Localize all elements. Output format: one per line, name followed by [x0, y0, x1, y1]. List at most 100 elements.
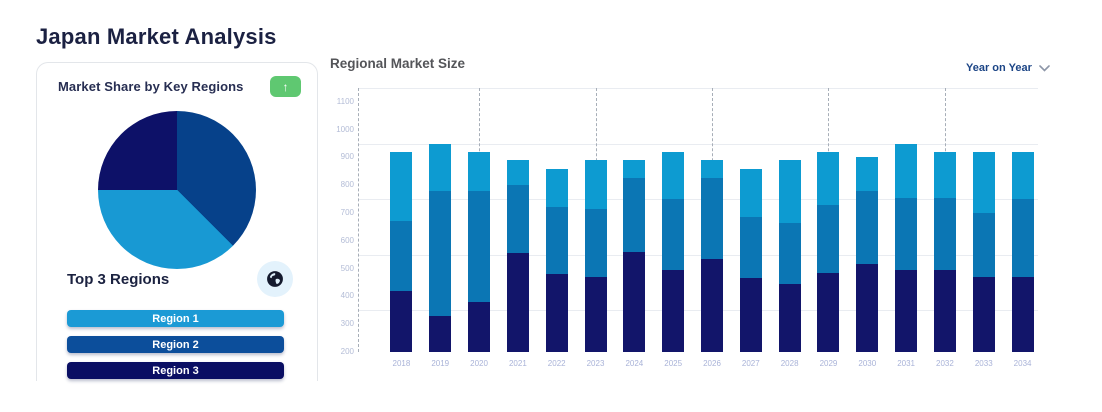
bar-segment-series-navy	[584, 276, 607, 352]
bar-segment-series-navy	[933, 270, 956, 352]
x-axis-label: 2032	[936, 359, 954, 368]
bar-segment-series-navy	[817, 272, 840, 352]
x-axis-label: 2027	[741, 359, 760, 368]
y-gridline	[358, 199, 1038, 201]
bar-stack-2033[interactable]	[972, 88, 995, 352]
bar-segment-series-blue	[933, 197, 956, 271]
bar-stack-2034[interactable]	[1011, 88, 1034, 352]
bar-stack-2029[interactable]	[817, 88, 840, 352]
bar-stack-2025[interactable]	[662, 88, 685, 352]
bar-segment-series-cyan	[662, 151, 685, 200]
bar-segment-series-cyan	[701, 160, 723, 179]
bar-segment-series-cyan	[739, 168, 762, 218]
bar-segment-series-navy	[468, 301, 491, 352]
top-regions-title: Top 3 Regions	[67, 270, 170, 288]
bar-segment-series-navy	[778, 283, 801, 352]
market-share-card-title: Market Share by Key Regions	[58, 79, 244, 94]
region-button[interactable]: Region 1	[67, 310, 284, 327]
bar-segment-series-navy	[623, 251, 646, 352]
y-axis-dashed-line	[358, 88, 359, 352]
y-gridline	[358, 88, 1038, 89]
bar-segment-series-cyan	[429, 143, 452, 191]
region-button[interactable]: Region 2	[67, 336, 284, 353]
region-button[interactable]: Region 3	[67, 362, 284, 379]
y-axis-label: 600	[340, 235, 354, 245]
x-axis-label: 2028	[780, 359, 799, 368]
region-buttons-list: Region 1 Region 2 Region 3	[37, 310, 317, 379]
bar-stack-2026[interactable]	[701, 88, 723, 352]
bar-stack-2021[interactable]	[506, 88, 529, 352]
bar-segment-series-navy	[895, 270, 918, 352]
bar-stack-2030[interactable]	[856, 88, 879, 352]
market-size-title: Regional Market Size	[330, 56, 466, 71]
y-axis-label: 700	[340, 208, 354, 218]
bar-segment-series-cyan	[972, 151, 995, 214]
bar-segment-series-cyan	[545, 168, 568, 208]
arrow-up-icon	[283, 81, 289, 93]
y-axis-label: 800	[340, 180, 354, 190]
bar-stack-2028[interactable]	[778, 88, 801, 352]
x-axis-label: 2021	[508, 359, 527, 368]
bar-segment-series-blue	[817, 204, 840, 273]
bar-segment-series-blue	[390, 221, 413, 291]
bar-segment-series-cyan	[623, 160, 646, 179]
bar-segment-series-cyan	[390, 151, 413, 222]
y-axis-label: 900	[340, 152, 354, 162]
bar-stack-2019[interactable]	[429, 88, 452, 352]
bar-segment-series-blue	[739, 217, 762, 279]
bar-segment-series-navy	[429, 315, 452, 352]
y-axis-label: 400	[340, 291, 354, 301]
top-regions-row: Top 3 Regions	[37, 261, 317, 297]
x-axis-label: 2024	[625, 359, 644, 368]
x-axis-label: 2023	[586, 359, 605, 368]
x-axis-label: 2018	[392, 359, 411, 368]
globe-button[interactable]	[257, 261, 293, 297]
bar-segment-series-blue	[1011, 199, 1034, 277]
bar-stack-2018[interactable]	[390, 88, 413, 352]
x-axis-label: 2031	[897, 359, 915, 368]
bar-segment-series-cyan	[584, 160, 607, 209]
x-axis-label: 2029	[819, 359, 838, 368]
chevron-down-icon	[1039, 64, 1050, 72]
bar-segment-series-navy	[506, 253, 529, 352]
bar-segment-series-blue	[895, 197, 918, 271]
bar-segment-series-cyan	[1011, 151, 1034, 200]
bar-stack-2023[interactable]	[584, 88, 607, 352]
bar-segment-series-cyan	[895, 143, 918, 198]
period-selector-label: Year on Year	[966, 62, 1032, 74]
y-axis-label: 200	[340, 347, 354, 356]
bar-segment-series-blue	[972, 213, 995, 277]
bar-segment-series-navy	[390, 290, 413, 352]
y-gridline	[358, 254, 1038, 256]
trend-up-button[interactable]	[270, 76, 301, 97]
x-axis-label: 2020	[470, 359, 488, 368]
bar-segment-series-blue	[856, 190, 879, 265]
market-share-pie-chart[interactable]	[98, 111, 256, 269]
bar-segment-series-blue	[778, 222, 801, 284]
bar-segment-series-navy	[972, 276, 995, 352]
bar-segment-series-blue	[468, 190, 491, 302]
globe-icon	[267, 271, 283, 287]
regional-market-size-bar-chart: 200 300 400 500 600 700 800 900 1000 1100 2018 2019…	[330, 85, 1045, 385]
bar-segment-series-blue	[429, 190, 452, 316]
bar-stack-2031[interactable]	[895, 88, 918, 352]
bar-stack-2024[interactable]	[623, 88, 646, 352]
bar-stack-2022[interactable]	[545, 88, 568, 352]
market-share-card-header: Market Share by Key Regions	[37, 63, 317, 97]
period-selector[interactable]: Year on Year	[966, 62, 1050, 74]
x-axis-label: 2019	[431, 359, 450, 368]
y-gridline	[358, 143, 1038, 145]
bar-segment-series-blue	[584, 208, 607, 277]
bar-stack-2020[interactable]	[468, 88, 491, 352]
bar-stack-2032[interactable]	[933, 88, 956, 352]
bar-segment-series-cyan	[933, 151, 956, 198]
x-axis-label: 2030	[858, 359, 877, 368]
bar-stack-2027[interactable]	[739, 88, 762, 352]
y-gridline	[358, 310, 1038, 312]
bar-segment-series-blue	[701, 178, 723, 259]
bar-segment-series-cyan	[856, 157, 879, 191]
page-title: Japan Market Analysis	[36, 24, 277, 49]
bar-segment-series-navy	[1011, 276, 1034, 352]
bar-segment-series-cyan	[468, 151, 491, 191]
market-share-card: Market Share by Key Regions Top 3 Region…	[36, 62, 318, 381]
